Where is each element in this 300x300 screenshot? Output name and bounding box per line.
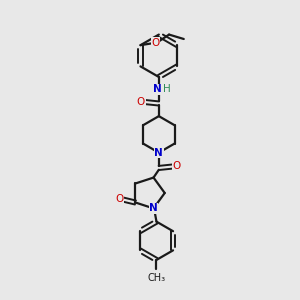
Text: N: N (153, 84, 162, 94)
Text: N: N (154, 148, 163, 158)
Text: CH₃: CH₃ (147, 273, 166, 283)
Text: N: N (149, 203, 158, 213)
Text: O: O (137, 97, 145, 107)
Text: H: H (163, 84, 171, 94)
Text: O: O (152, 38, 160, 48)
Text: O: O (115, 194, 123, 204)
Text: O: O (173, 161, 181, 172)
